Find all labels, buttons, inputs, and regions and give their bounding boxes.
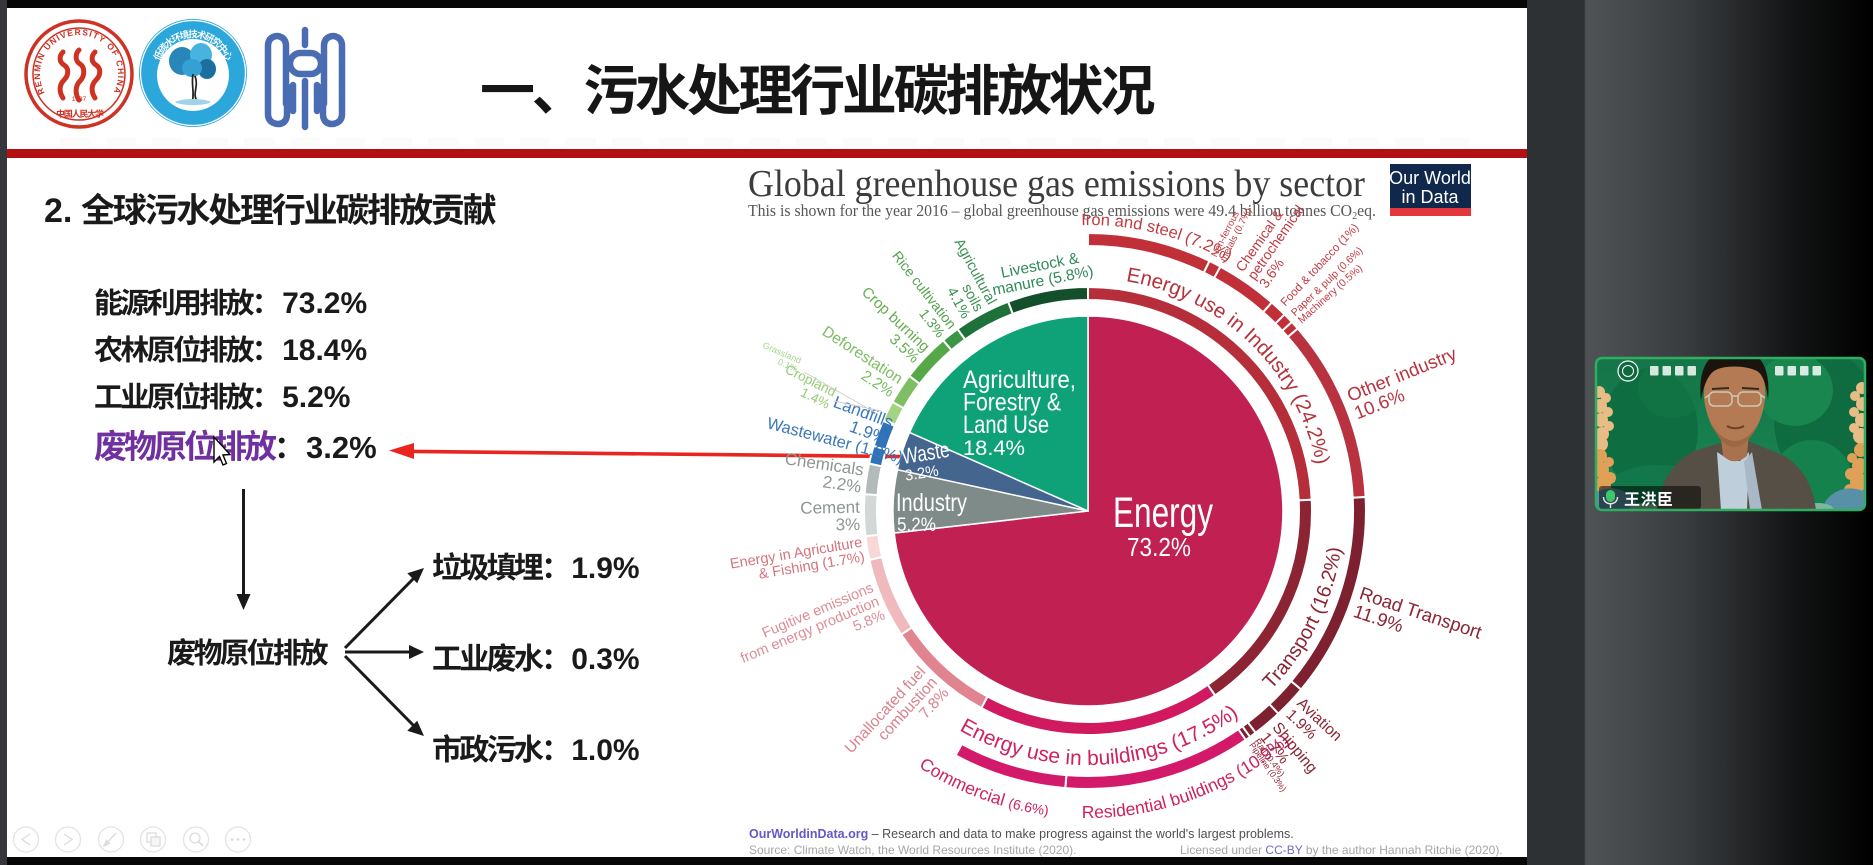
svg-text:3.2%: 3.2% [306, 430, 377, 465]
svg-text:Global greenhouse gas emission: Global greenhouse gas emissions by secto… [748, 163, 1365, 205]
svg-text:3.2%: 3.2% [904, 463, 940, 485]
svg-text:73.2%: 73.2% [282, 287, 367, 320]
svg-text:5.2%: 5.2% [282, 381, 350, 414]
svg-text:Agriculture,: Agriculture, [963, 366, 1076, 394]
svg-text:Licensed under CC-BY by the au: Licensed under CC-BY by the author Hanna… [1180, 843, 1503, 857]
svg-text:1937: 1937 [72, 96, 87, 103]
svg-text:This is shown for the year 201: This is shown for the year 2016 – global… [748, 201, 1376, 222]
svg-text:0.3%: 0.3% [571, 643, 639, 676]
svg-text:Energy: Energy [1113, 489, 1213, 537]
svg-text:Cement3%: Cement3% [800, 498, 860, 535]
svg-text:in Data: in Data [1401, 187, 1459, 207]
svg-text:1.9%: 1.9% [571, 552, 639, 585]
svg-text:Source: Climate Watch, the Wor: Source: Climate Watch, the World Resourc… [749, 843, 1076, 857]
svg-text:Land Use: Land Use [963, 411, 1049, 439]
svg-text:18.4%: 18.4% [963, 437, 1025, 460]
svg-text:Forestry &: Forestry & [963, 389, 1061, 417]
svg-text:Industry: Industry [896, 489, 967, 517]
svg-text:5.2%: 5.2% [897, 514, 936, 536]
svg-text:1.0%: 1.0% [571, 734, 639, 767]
svg-text:Our World: Our World [1389, 168, 1471, 188]
svg-text:18.4%: 18.4% [282, 334, 367, 367]
svg-text:OurWorldinData.org – Research: OurWorldinData.org – Research and data t… [749, 827, 1294, 841]
svg-text:2.: 2. [44, 192, 72, 230]
svg-text:73.2%: 73.2% [1127, 532, 1191, 562]
